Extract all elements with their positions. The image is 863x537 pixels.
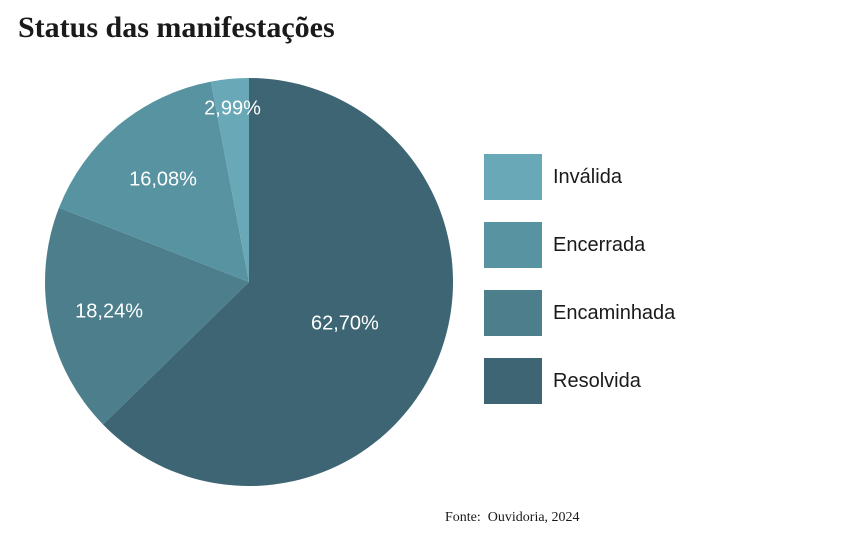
legend-swatch-resolvida [484,358,542,404]
pie-slice-encaminhada [45,207,250,425]
legend-item-resolvida: Resolvida [484,358,675,404]
legend-swatch-encerrada [484,222,542,268]
pie-slice-invalida [210,78,249,282]
source-note: Fonte: Ouvidoria, 2024 [445,510,580,525]
legend-item-invalida: Inválida [484,154,675,200]
legend-item-encaminhada: Encaminhada [484,290,675,336]
legend-swatch-encaminhada [484,290,542,336]
pie-slice-value-label-encaminhada: 18,24% [75,300,143,322]
legend-label-invalida: Inválida [553,165,622,188]
legend: Inválida Encerrada Encaminhada Resolvida [484,154,675,404]
pie-slice-value-label-resolvida: 62,70% [311,312,379,334]
legend-label-encaminhada: Encaminhada [553,301,676,324]
legend-item-encerrada: Encerrada [484,222,675,268]
pie-slice-encerrada [59,81,249,282]
pie-slice-value-label-encerrada: 16,08% [129,168,197,190]
pie-chart: 62,70% 18,24% 16,08% 2,99% [45,78,453,486]
legend-label-resolvida: Resolvida [553,369,641,392]
legend-swatch-invalida [484,154,542,200]
chart-title: Status das manifestações [18,11,335,44]
pie-slice-resolvida [103,78,453,486]
legend-label-encerrada: Encerrada [553,233,646,256]
pie-slice-value-label-invalida: 2,99% [204,97,261,119]
